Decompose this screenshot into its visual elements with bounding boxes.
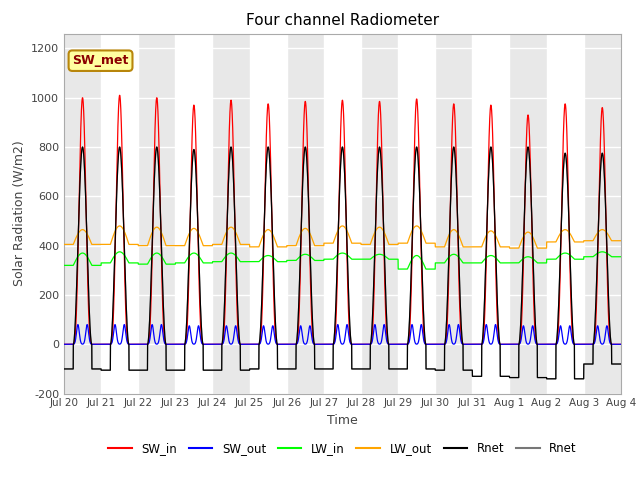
Bar: [250, 34, 287, 394]
X-axis label: Time: Time: [327, 414, 358, 427]
Title: Four channel Radiometer: Four channel Radiometer: [246, 13, 439, 28]
Text: SW_met: SW_met: [72, 54, 129, 67]
Bar: [398, 34, 435, 394]
Bar: [472, 34, 509, 394]
Bar: [324, 34, 361, 394]
Y-axis label: Solar Radiation (W/m2): Solar Radiation (W/m2): [12, 141, 26, 287]
Bar: [101, 34, 138, 394]
Bar: [547, 34, 584, 394]
Bar: [175, 34, 212, 394]
Legend: SW_in, SW_out, LW_in, LW_out, Rnet, Rnet: SW_in, SW_out, LW_in, LW_out, Rnet, Rnet: [104, 437, 581, 460]
